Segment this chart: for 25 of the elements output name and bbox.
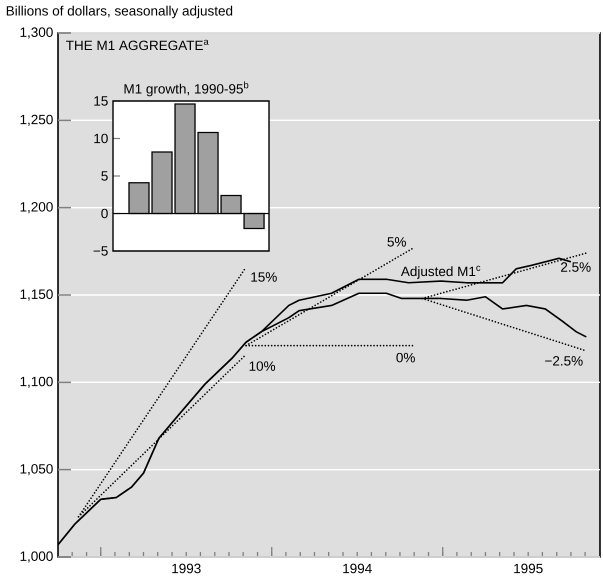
y-tick-label: 1,300 [20,27,53,39]
series-label: −2.5% [545,356,583,366]
series-label: 2.5% [561,262,591,272]
y-tick-label: 15 [94,96,108,106]
y-tick-label: 1,150 [20,289,53,301]
y-tick-label: 5 [101,171,108,181]
series-label: Adjusted M1$^{c}$ [400,266,480,279]
y-tick-label: 0 [101,208,108,218]
x-tick-label: 1995 [514,564,543,574]
series-label: 10% [250,361,276,371]
y-tick-label: 1,250 [20,114,53,126]
x-tick-label: 1993 [172,564,201,574]
chart-title: M1 growth, 1990-95$^{b}$ [124,81,248,96]
y-tick-label: 1,050 [20,464,53,476]
y-tick-label: −5 [94,246,108,256]
series-label: 0% [396,352,415,362]
y-axis-title: Billions of dollars, seasonally adjusted [6,6,232,18]
chart-title: THE M1 AGGREGATE$^{a}$ [66,40,209,50]
y-tick-label: 1,000 [20,551,53,563]
x-tick-label: 1994 [343,564,372,574]
series-label: 5% [387,237,406,247]
y-tick-label: 1,200 [20,202,53,214]
y-tick-label: 1,100 [20,376,53,388]
series-label: 15% [251,272,277,282]
y-tick-label: 10 [94,134,108,144]
